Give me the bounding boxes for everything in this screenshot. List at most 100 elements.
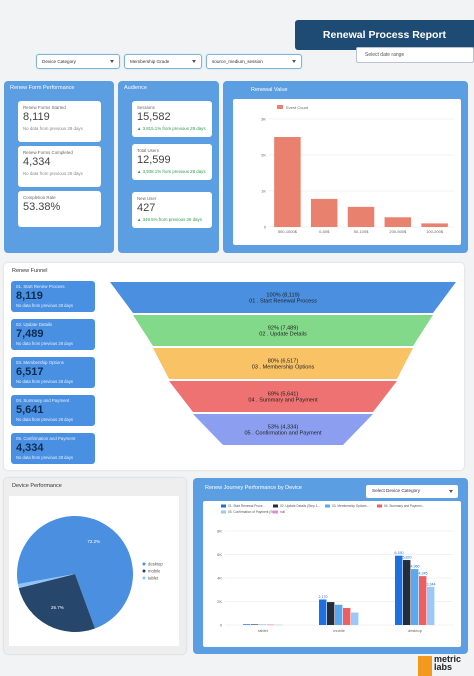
funnel-step-label: 03. Membership Options	[16, 360, 64, 365]
chevron-down-icon	[192, 60, 196, 63]
bar-data-label: 4,345	[419, 572, 428, 576]
bar	[343, 607, 351, 625]
funnel-stage-name: 05 . Confirmation and Payment	[244, 431, 322, 437]
chevron-down-icon	[449, 490, 453, 493]
pie-slice	[17, 574, 75, 589]
legend-label: desktop	[148, 562, 163, 567]
kpi-card: Sessions 15,582 ▲ 3,815.1% from previous…	[132, 101, 212, 137]
device-category-filter[interactable]: Device Category	[36, 54, 120, 69]
legend-label: 05. Confirmation of Payment (Ste...	[228, 510, 278, 514]
x-tick-label: tablet	[258, 628, 269, 633]
renew-form-panel: Renew Form Performance Renew Forms Start…	[4, 81, 114, 253]
y-tick-label: 6K	[217, 552, 222, 557]
kpi-delta: ▲ 349.5% from previous 28 days	[137, 217, 202, 222]
pie-slice	[16, 516, 133, 629]
funnel-stage-pct: 69% (5,641)	[268, 392, 299, 398]
bar	[427, 586, 435, 625]
delta-text: 3,938.1% from previous 28 days	[142, 169, 206, 174]
legend-swatch	[142, 562, 146, 566]
bar	[335, 604, 343, 625]
y-tick-label: 3K	[261, 117, 266, 122]
kpi-label: Sessions	[137, 105, 155, 110]
funnel-stage-pct: 80% (6,517)	[268, 359, 299, 365]
funnel-stage	[153, 348, 413, 379]
bar	[251, 624, 259, 625]
panel-title: Renew Funnel	[12, 268, 48, 274]
select-label: Select Device Category	[372, 488, 421, 493]
logo-line: labs	[434, 662, 453, 672]
journey-panel: Renew Journey Performance by Device Sele…	[193, 478, 468, 654]
membership-grade-filter[interactable]: Membership Grade	[124, 54, 202, 69]
filter-label: Device Category	[42, 59, 76, 64]
bar	[347, 206, 375, 227]
x-tick-label: 100-200$	[426, 229, 444, 234]
legend-label: 04. Summary and Paymen...	[384, 504, 425, 508]
bar-data-label: 5,820	[403, 556, 412, 560]
kpi-label: Renew Forms Completed	[23, 150, 73, 155]
bar	[419, 576, 427, 625]
funnel-step-label: 02. Update Details	[16, 322, 53, 327]
funnel-step-card: 02. Update Details 7,489 No data from prev…	[11, 319, 95, 350]
funnel-step-card: 01. Start Renew Process 8,119 No data from…	[11, 281, 95, 312]
date-range-picker[interactable]: Select date range	[356, 47, 474, 63]
kpi-value: 12,599	[137, 154, 171, 166]
bar-data-label: 4,960	[411, 565, 420, 569]
legend-swatch	[221, 504, 226, 508]
renewal-value-chart: Event Count 3K 2K 1K 0 500-1000$ 0-50$ 50-100$ 2…	[261, 105, 453, 234]
legend-swatch	[142, 569, 146, 573]
x-tick-label: 0-50$	[319, 229, 330, 234]
funnel-stage	[169, 381, 397, 412]
funnel-step-card: 03. Membership Options 6,517 No data from …	[11, 357, 95, 388]
legend-label: tablet	[148, 576, 159, 581]
x-tick-label: 50-100$	[354, 229, 369, 234]
bar	[259, 624, 267, 626]
kpi-value: 15,582	[137, 111, 171, 123]
funnel-stage	[110, 282, 456, 313]
legend-label: Event Count	[286, 105, 309, 110]
kpi-value: 53.38%	[23, 201, 61, 213]
legend-swatch	[142, 576, 146, 580]
legend-label: null	[280, 510, 285, 514]
kpi-label: New User	[137, 196, 157, 201]
funnel-step-value: 4,334	[16, 442, 44, 454]
funnel-stage-name: 03 . Membership Options	[252, 365, 315, 371]
kpi-label: Renew Forms Started	[23, 105, 66, 110]
chevron-down-icon	[110, 60, 114, 63]
bar	[267, 624, 275, 626]
panel-title: Renewal Value	[251, 87, 288, 93]
journey-chart-area: 01. Start Renewal Proce... 02. Update Det…	[203, 501, 461, 647]
y-tick-label: 0	[264, 225, 267, 230]
pie-chart-area: 72.2% 26.7% desktop mobile tablet	[9, 496, 179, 646]
y-tick-label: 8K	[217, 529, 222, 534]
legend-swatch	[221, 510, 226, 514]
x-tick-label: 200-500$	[389, 229, 407, 234]
x-tick-label: 500-1000$	[278, 229, 298, 234]
legend-label: mobile	[148, 569, 161, 574]
funnel-step-value: 6,517	[16, 366, 44, 378]
bar	[243, 624, 251, 625]
bar	[275, 624, 283, 626]
funnel-step-sub: No data from previous 28 days	[16, 303, 74, 308]
funnel-step-sub: No data from previous 28 days	[16, 379, 74, 384]
bar	[327, 602, 335, 625]
x-tick-label: mobile	[333, 628, 346, 633]
funnel-step-sub: No data from previous 28 days	[16, 455, 74, 460]
y-tick-label: 0	[220, 623, 223, 628]
pie-slice-label: 26.7%	[51, 605, 64, 610]
kpi-card: New User 427 ▲ 349.5% from previous 28 d…	[132, 192, 212, 228]
bar	[274, 137, 301, 227]
funnel-step-value: 7,489	[16, 328, 44, 340]
legend-label: 02. Update Details (Step 1...	[280, 504, 320, 508]
legend-label: 01. Start Renewal Proce...	[228, 504, 265, 508]
device-category-select[interactable]: Select Device Category	[366, 485, 458, 498]
bar	[411, 569, 419, 625]
bar	[384, 217, 412, 227]
kpi-delta: ▲ 3,938.1% from previous 28 days	[137, 169, 206, 174]
source-medium-filter[interactable]: source_medium_session	[206, 54, 302, 69]
kpi-value: 4,334	[23, 156, 51, 168]
legend-swatch	[273, 504, 278, 508]
kpi-card: Completion Rate 53.38%	[18, 191, 101, 227]
bar	[403, 560, 411, 625]
funnel-step-label: 05. Confirmation and Payment	[16, 436, 76, 441]
date-range-label: Select date range	[365, 52, 405, 58]
